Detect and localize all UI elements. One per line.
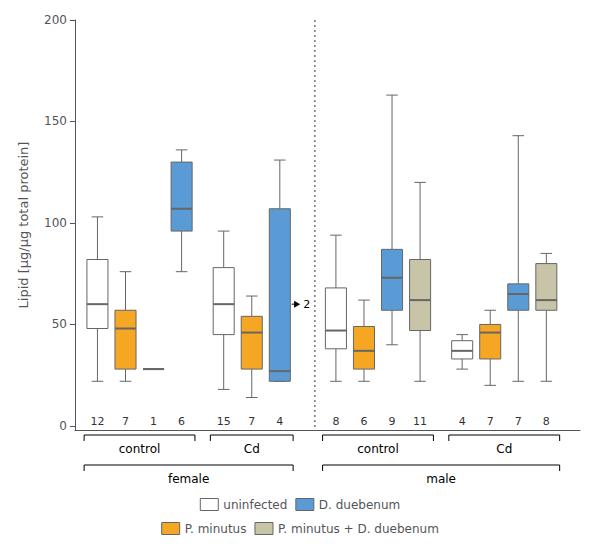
svg-text:uninfected: uninfected [223,498,287,512]
svg-text:4: 4 [459,415,466,428]
svg-text:male: male [426,472,456,486]
svg-text:Cd: Cd [244,442,260,456]
svg-text:4: 4 [276,415,283,428]
svg-text:0: 0 [59,419,67,433]
svg-text:200: 200 [44,13,67,27]
svg-text:12: 12 [90,415,104,428]
svg-text:1: 1 [150,415,157,428]
svg-text:2: 2 [303,298,310,311]
svg-text:150: 150 [44,114,67,128]
svg-text:Lipid [µg/µg total protein]: Lipid [µg/µg total protein] [16,142,31,309]
svg-text:6: 6 [360,415,367,428]
svg-text:control: control [357,442,399,456]
svg-text:50: 50 [52,317,67,331]
svg-text:8: 8 [332,415,339,428]
svg-text:11: 11 [413,415,427,428]
svg-text:Cd: Cd [496,442,512,456]
svg-text:control: control [119,442,161,456]
svg-text:D. duebenum: D. duebenum [319,498,400,512]
svg-text:7: 7 [515,415,522,428]
svg-text:6: 6 [178,415,185,428]
svg-text:8: 8 [543,415,550,428]
svg-text:P. minutus + D. duebenum: P. minutus + D. duebenum [278,522,439,536]
svg-text:100: 100 [44,216,67,230]
svg-text:9: 9 [389,415,396,428]
svg-text:P. minutus: P. minutus [185,522,247,536]
svg-text:7: 7 [248,415,255,428]
svg-text:female: female [168,472,209,486]
svg-text:15: 15 [217,415,231,428]
svg-text:7: 7 [487,415,494,428]
svg-text:7: 7 [122,415,129,428]
